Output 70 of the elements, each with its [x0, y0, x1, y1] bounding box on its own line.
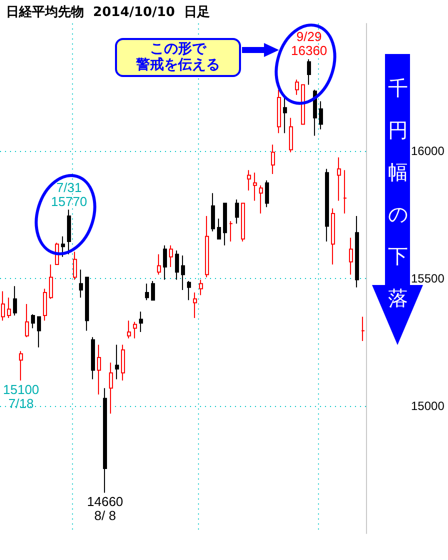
candlestick	[97, 344, 101, 396]
candlestick	[259, 184, 263, 214]
candlestick	[121, 344, 125, 381]
candlestick	[265, 180, 269, 208]
candlestick	[241, 202, 245, 242]
candlestick	[307, 58, 311, 86]
candlestick	[139, 311, 143, 333]
candlestick	[85, 276, 89, 332]
candlestick	[61, 236, 65, 258]
candlestick	[133, 321, 137, 339]
annotation: この形で	[150, 41, 206, 57]
candlestick	[91, 336, 95, 380]
annotation: 9/29 16360	[291, 29, 328, 58]
candlestick	[169, 244, 173, 268]
candlestick	[193, 292, 197, 319]
candlestick	[67, 209, 71, 255]
candlestick	[145, 283, 149, 301]
candlestick	[181, 255, 185, 290]
candlestick	[319, 100, 323, 130]
candlestick	[271, 144, 275, 174]
y-tick-label: 16000	[411, 144, 445, 158]
text: 千円幅の下落	[387, 75, 409, 312]
candlestick	[343, 170, 347, 214]
chart-title: 日経平均先物 2014/10/10 日足	[6, 5, 210, 21]
candlestick	[223, 202, 227, 246]
candlestick	[295, 79, 299, 96]
candlestick	[79, 269, 83, 298]
candlestick	[1, 290, 5, 322]
candlestick	[109, 362, 113, 414]
candlestick	[247, 170, 251, 192]
candlestick	[325, 168, 329, 242]
candlestick	[163, 244, 167, 280]
y-tick-label: 15000	[411, 399, 445, 413]
candlestick	[331, 208, 335, 265]
candlestick	[277, 89, 281, 134]
candlestick	[157, 254, 161, 276]
candlestick	[211, 192, 215, 232]
candlestick	[115, 344, 119, 380]
candlestick	[7, 297, 11, 319]
candlestick	[187, 280, 191, 301]
annotation: 15100 7/18	[3, 382, 40, 410]
candlestick	[217, 218, 221, 240]
candlestick	[37, 316, 41, 348]
candlestick	[301, 84, 305, 125]
candlestick	[235, 198, 239, 224]
candlestick	[229, 220, 233, 242]
candlestick	[43, 288, 47, 322]
candlestick	[103, 388, 107, 494]
candlestick	[73, 251, 77, 280]
candlestick	[361, 316, 365, 342]
candlestick	[289, 117, 293, 153]
candlestick	[175, 250, 179, 280]
candlestick	[127, 320, 131, 339]
candlestick	[199, 279, 203, 296]
candlestick	[151, 280, 155, 301]
annotation: 14660 8/ 8	[87, 494, 124, 523]
candlestick	[253, 172, 257, 202]
candlestick	[349, 237, 353, 276]
candlestick	[337, 156, 341, 202]
candlestick	[25, 304, 29, 338]
annotation: 警戒を伝える	[136, 57, 220, 73]
y-tick-label: 15500	[411, 272, 445, 286]
candlestick	[355, 216, 359, 288]
candlestick	[31, 314, 35, 329]
candlestick	[205, 216, 209, 278]
candlestick	[13, 286, 17, 316]
candlestick	[19, 350, 23, 381]
callout-box: この形で 警戒を伝える	[115, 38, 241, 77]
candlestick	[49, 264, 53, 300]
annotation: 7/31 15770	[51, 180, 88, 209]
